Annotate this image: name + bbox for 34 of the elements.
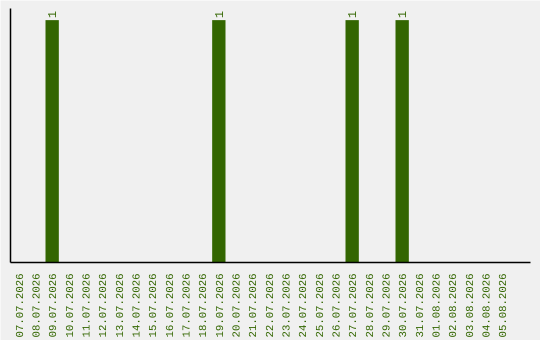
x-tick-label: 20.07.2026	[232, 273, 244, 338]
x-tick-label: 22.07.2026	[264, 273, 277, 338]
x-tick-label: 16.07.2026	[164, 273, 177, 338]
x-tick-label: 25.07.2026	[314, 273, 327, 338]
x-tick-label: 09.07.2026	[48, 273, 60, 338]
x-tick-label: 28.07.2026	[364, 273, 377, 338]
x-tick-label: 08.07.2026	[32, 273, 44, 338]
x-tick-label: 14.07.2026	[132, 273, 144, 338]
x-tick-label: 23.07.2026	[282, 273, 294, 338]
data-label: 1	[212, 10, 227, 18]
x-tick-label: 02.08.2026	[448, 273, 460, 338]
x-tick-label: 05.08.2026	[498, 273, 510, 338]
x-tick-label: 03.08.2026	[464, 273, 477, 338]
x-tick-label: 13.07.2026	[114, 273, 127, 338]
x-tick-label: 17.07.2026	[182, 273, 194, 338]
x-tick-label: 07.07.2026	[14, 273, 27, 338]
x-tick-label: 18.07.2026	[198, 273, 210, 338]
x-tick-label: 27.07.2026	[348, 273, 360, 338]
x-tick-label: 12.07.2026	[98, 273, 110, 338]
x-tick-label: 10.07.2026	[64, 273, 77, 338]
x-tick-label: 21.07.2026	[248, 273, 260, 338]
data-label: 1	[346, 10, 360, 18]
x-tick-label: 24.07.2026	[298, 273, 310, 338]
data-label: 1	[396, 10, 410, 18]
data-label: 1	[46, 10, 60, 18]
x-tick-label: 04.08.2026	[482, 273, 494, 338]
x-tick-label: 26.07.2026	[332, 273, 344, 338]
x-tick-label: 29.07.2026	[382, 273, 394, 338]
x-tick-label: 15.07.2026	[148, 273, 160, 338]
x-tick-label: 30.07.2026	[398, 273, 410, 338]
x-tick-label: 19.07.2026	[214, 273, 227, 338]
x-tick-label: 01.08.2026	[432, 273, 444, 338]
x-tick-label: 31.07.2026	[414, 273, 427, 338]
x-tick-label: 11.07.2026	[82, 273, 94, 338]
